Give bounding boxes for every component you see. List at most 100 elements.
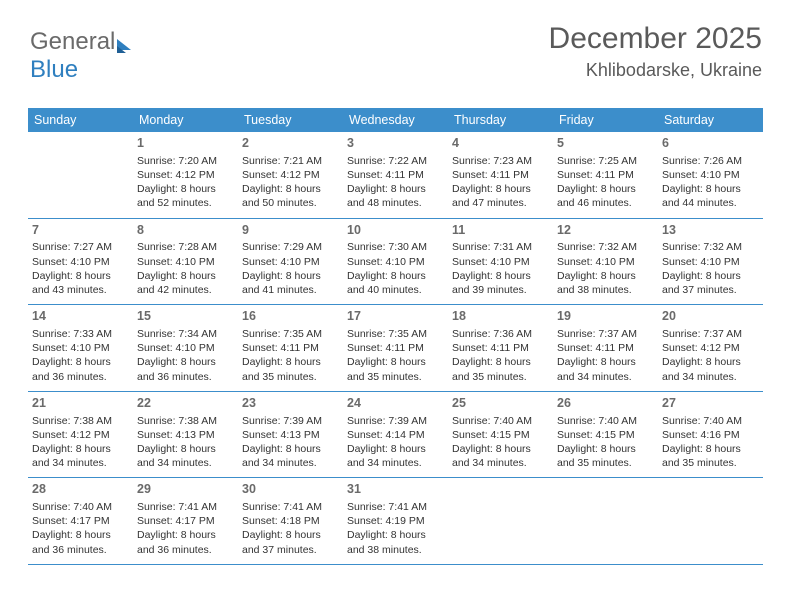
calendar-day [553, 478, 658, 564]
day-dl1: Daylight: 8 hours [347, 182, 444, 196]
day-sunset: Sunset: 4:19 PM [347, 514, 444, 528]
day-number: 24 [347, 395, 444, 412]
day-dl2: and 34 minutes. [452, 456, 549, 470]
day-number: 20 [662, 308, 759, 325]
day-dl2: and 41 minutes. [242, 283, 339, 297]
logo-text-general: General [30, 28, 115, 55]
day-number: 8 [137, 222, 234, 239]
day-sunset: Sunset: 4:15 PM [452, 428, 549, 442]
calendar-week: 14Sunrise: 7:33 AMSunset: 4:10 PMDayligh… [28, 305, 763, 392]
day-sunset: Sunset: 4:14 PM [347, 428, 444, 442]
calendar-day: 1 Sunrise: 7:20 AMSunset: 4:12 PMDaylight… [133, 132, 238, 218]
day-dl2: and 38 minutes. [347, 543, 444, 557]
day-sunset: Sunset: 4:10 PM [32, 255, 129, 269]
day-dl2: and 50 minutes. [242, 196, 339, 210]
day-sunrise: Sunrise: 7:37 AM [557, 327, 654, 341]
calendar-day: 20Sunrise: 7:37 AMSunset: 4:12 PMDayligh… [658, 305, 763, 391]
day-dl2: and 37 minutes. [242, 543, 339, 557]
calendar-day: 29Sunrise: 7:41 AMSunset: 4:17 PMDayligh… [133, 478, 238, 564]
day-dl1: Daylight: 8 hours [347, 528, 444, 542]
calendar-day: 26Sunrise: 7:40 AMSunset: 4:15 PMDayligh… [553, 392, 658, 478]
day-sunset: Sunset: 4:10 PM [662, 255, 759, 269]
day-dl2: and 38 minutes. [557, 283, 654, 297]
day-dl1: Daylight: 8 hours [557, 182, 654, 196]
day-sunset: Sunset: 4:11 PM [557, 341, 654, 355]
day-dl1: Daylight: 8 hours [242, 528, 339, 542]
day-number: 5 [557, 135, 654, 152]
day-dl1: Daylight: 8 hours [137, 442, 234, 456]
day-sunrise: Sunrise: 7:20 AM [137, 154, 234, 168]
day-sunrise: Sunrise: 7:36 AM [452, 327, 549, 341]
calendar-day: 17Sunrise: 7:35 AMSunset: 4:11 PMDayligh… [343, 305, 448, 391]
day-sunrise: Sunrise: 7:38 AM [32, 414, 129, 428]
day-sunset: Sunset: 4:10 PM [242, 255, 339, 269]
calendar-day: 16Sunrise: 7:35 AMSunset: 4:11 PMDayligh… [238, 305, 343, 391]
day-dl2: and 35 minutes. [242, 370, 339, 384]
calendar-header-row: Sunday Monday Tuesday Wednesday Thursday… [28, 108, 763, 132]
day-dl2: and 46 minutes. [557, 196, 654, 210]
day-dl2: and 35 minutes. [662, 456, 759, 470]
day-dl2: and 37 minutes. [662, 283, 759, 297]
day-number: 28 [32, 481, 129, 498]
day-dl1: Daylight: 8 hours [137, 528, 234, 542]
day-sunrise: Sunrise: 7:41 AM [242, 500, 339, 514]
day-dl2: and 34 minutes. [32, 456, 129, 470]
day-dl2: and 40 minutes. [347, 283, 444, 297]
day-dl2: and 34 minutes. [242, 456, 339, 470]
day-sunset: Sunset: 4:11 PM [347, 341, 444, 355]
calendar-day: 15Sunrise: 7:34 AMSunset: 4:10 PMDayligh… [133, 305, 238, 391]
day-dl1: Daylight: 8 hours [137, 269, 234, 283]
day-dl1: Daylight: 8 hours [137, 182, 234, 196]
day-dl2: and 35 minutes. [557, 456, 654, 470]
day-dl1: Daylight: 8 hours [452, 269, 549, 283]
day-dl1: Daylight: 8 hours [557, 442, 654, 456]
page-title: December 2025 [549, 22, 762, 56]
day-number: 12 [557, 222, 654, 239]
day-dl1: Daylight: 8 hours [662, 182, 759, 196]
day-number: 4 [452, 135, 549, 152]
calendar-day: 18Sunrise: 7:36 AMSunset: 4:11 PMDayligh… [448, 305, 553, 391]
day-sunset: Sunset: 4:12 PM [137, 168, 234, 182]
day-number: 18 [452, 308, 549, 325]
day-dl2: and 34 minutes. [662, 370, 759, 384]
day-dl2: and 34 minutes. [137, 456, 234, 470]
calendar-day: 4Sunrise: 7:23 AMSunset: 4:11 PMDaylight… [448, 132, 553, 218]
day-sunset: Sunset: 4:12 PM [662, 341, 759, 355]
day-dl1: Daylight: 8 hours [347, 355, 444, 369]
day-sunrise: Sunrise: 7:40 AM [452, 414, 549, 428]
day-dl2: and 36 minutes. [32, 543, 129, 557]
title-block: December 2025 Khlibodarske, Ukraine [549, 22, 762, 81]
page-subtitle: Khlibodarske, Ukraine [549, 60, 762, 81]
day-sunset: Sunset: 4:10 PM [137, 341, 234, 355]
calendar-day: 23Sunrise: 7:39 AMSunset: 4:13 PMDayligh… [238, 392, 343, 478]
day-sunrise: Sunrise: 7:33 AM [32, 327, 129, 341]
day-sunset: Sunset: 4:16 PM [662, 428, 759, 442]
day-number: 1 [137, 135, 234, 152]
day-sunset: Sunset: 4:13 PM [242, 428, 339, 442]
calendar-day: 12Sunrise: 7:32 AMSunset: 4:10 PMDayligh… [553, 219, 658, 305]
day-sunrise: Sunrise: 7:34 AM [137, 327, 234, 341]
calendar-day: 10Sunrise: 7:30 AMSunset: 4:10 PMDayligh… [343, 219, 448, 305]
day-dl1: Daylight: 8 hours [242, 269, 339, 283]
weekday-header: Saturday [658, 108, 763, 132]
day-dl1: Daylight: 8 hours [662, 355, 759, 369]
calendar-day: 22Sunrise: 7:38 AMSunset: 4:13 PMDayligh… [133, 392, 238, 478]
calendar-day: 8Sunrise: 7:28 AMSunset: 4:10 PMDaylight… [133, 219, 238, 305]
day-dl1: Daylight: 8 hours [242, 355, 339, 369]
day-dl1: Daylight: 8 hours [137, 355, 234, 369]
day-dl1: Daylight: 8 hours [662, 442, 759, 456]
day-sunset: Sunset: 4:11 PM [452, 341, 549, 355]
day-sunset: Sunset: 4:10 PM [347, 255, 444, 269]
day-dl2: and 52 minutes. [137, 196, 234, 210]
day-sunset: Sunset: 4:10 PM [32, 341, 129, 355]
day-dl1: Daylight: 8 hours [347, 269, 444, 283]
day-sunrise: Sunrise: 7:22 AM [347, 154, 444, 168]
day-dl1: Daylight: 8 hours [557, 269, 654, 283]
day-dl1: Daylight: 8 hours [32, 528, 129, 542]
brand-logo: General Blue [30, 28, 131, 84]
day-sunrise: Sunrise: 7:26 AM [662, 154, 759, 168]
day-number: 6 [662, 135, 759, 152]
day-dl1: Daylight: 8 hours [32, 442, 129, 456]
weekday-header: Friday [553, 108, 658, 132]
day-number: 23 [242, 395, 339, 412]
